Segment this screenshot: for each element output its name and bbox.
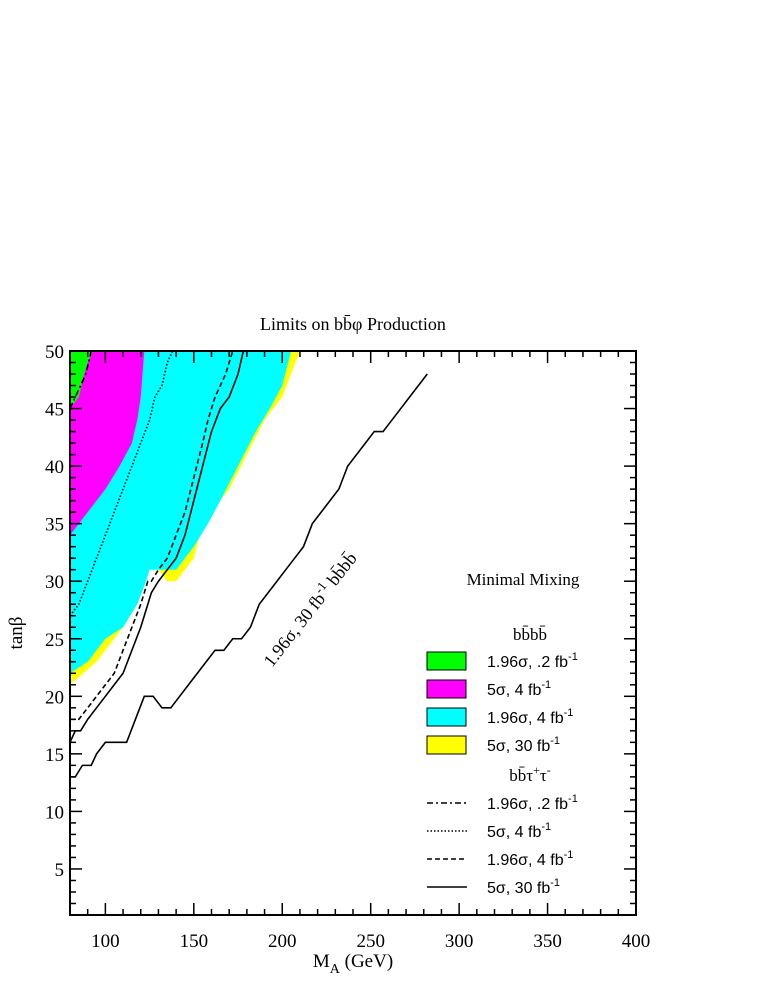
x-tick-label: 150	[180, 931, 209, 952]
legend-label: 1.96σ, 4 fb-1	[487, 707, 573, 727]
x-tick-label: 400	[622, 931, 651, 952]
y-tick-label: 5	[55, 860, 65, 881]
y-tick-label: 50	[45, 342, 64, 363]
line-series-1	[70, 351, 174, 617]
line-series-3	[70, 351, 245, 743]
legend-swatch	[426, 707, 467, 727]
legend-label: 5σ, 4 fb-1	[487, 821, 551, 841]
y-tick-label: 20	[45, 687, 64, 708]
legend-label: 5σ, 30 fb-1	[487, 735, 560, 755]
x-axis-label: MA (GeV)	[313, 951, 393, 977]
curve-annotation: 1.96σ, 30 fb-1 bb̄bb̄	[257, 547, 361, 671]
line-series-2	[70, 351, 234, 721]
legend-label: 1.96σ, .2 fb-1	[487, 793, 578, 813]
y-axis-label: tanβ	[6, 617, 27, 650]
legend-label: 5σ, 30 fb-1	[487, 877, 560, 897]
x-axis-label-unit: (GeV)	[340, 951, 393, 972]
filled-regions	[70, 351, 300, 685]
axis-ticks	[69, 350, 637, 916]
line-curves	[70, 351, 428, 778]
legend-header-filled: bb̄bb̄	[513, 625, 547, 644]
filled-region-2	[70, 351, 145, 536]
y-tick-labels: 5 10 15 20 25 30 35 40 45 50	[45, 342, 64, 881]
x-tick-label: 350	[533, 931, 562, 952]
x-axis-label-subscript: A	[330, 962, 341, 977]
legend-label: 1.96σ, .2 fb-1	[487, 651, 578, 671]
y-tick-label: 30	[45, 572, 64, 593]
legend-swatch	[426, 735, 467, 755]
y-tick-label: 45	[45, 400, 64, 421]
legend: bb̄bb̄ 1.96σ, .2 fb-1 5σ, 4 fb-1 1.96σ, 4 f…	[426, 625, 578, 897]
legend-swatch	[426, 651, 467, 671]
line-series-0	[70, 351, 93, 409]
chart-title: Limits on bb̄φ Production	[260, 314, 446, 334]
y-tick-label: 40	[45, 457, 64, 478]
y-tick-label: 15	[45, 745, 64, 766]
y-tick-label: 35	[45, 515, 64, 536]
x-tick-labels: 100 150 200 250 300 350 400	[91, 931, 650, 952]
filled-region-3	[70, 351, 93, 409]
annotated-curve	[70, 373, 428, 778]
legend-label: 1.96σ, 4 fb-1	[487, 849, 573, 869]
x-tick-label: 200	[268, 931, 297, 952]
scenario-label: Minimal Mixing	[467, 570, 580, 589]
y-tick-label: 10	[45, 802, 64, 823]
legend-label: 5σ, 4 fb-1	[487, 679, 551, 699]
x-tick-label: 250	[356, 931, 385, 952]
legend-swatch	[426, 679, 467, 699]
y-tick-label: 25	[45, 630, 64, 651]
x-tick-label: 100	[91, 931, 120, 952]
legend-header-lines: bb̄τ+τ-	[509, 763, 550, 785]
x-tick-label: 300	[445, 931, 474, 952]
